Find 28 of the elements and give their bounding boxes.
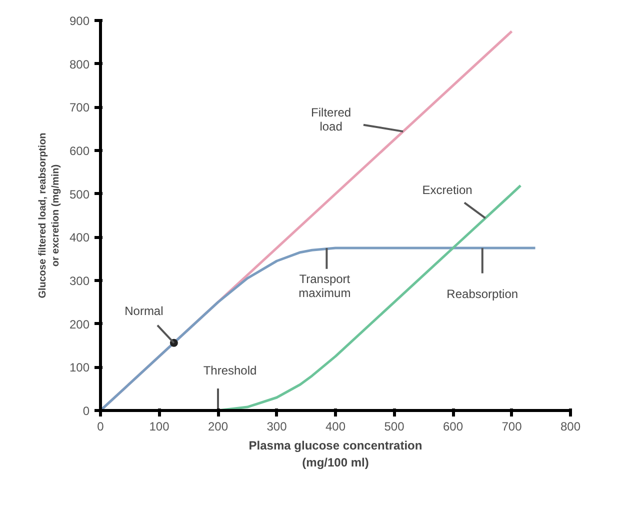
x-tick-label: 400 bbox=[325, 420, 346, 434]
annotation: Transport maximum bbox=[298, 272, 351, 300]
y-tick-label: 0 bbox=[82, 404, 90, 418]
y-tick-label: 600 bbox=[69, 144, 90, 158]
x-axis-title: Plasma glucose concentration (mg/100 ml) bbox=[248, 438, 422, 470]
y-tick-label: 200 bbox=[69, 317, 90, 332]
x-tick-label: 0 bbox=[97, 420, 104, 434]
y-tick-label: 300 bbox=[69, 274, 90, 288]
y-tick-label: 100 bbox=[69, 360, 90, 375]
annotation: Reabsorption bbox=[446, 287, 518, 301]
y-tick-label: 900 bbox=[69, 14, 90, 28]
x-tick-label: 700 bbox=[502, 420, 522, 434]
x-tick-label: 600 bbox=[442, 420, 464, 434]
annotation: Normal bbox=[124, 304, 164, 318]
x-tick-label: 800 bbox=[560, 420, 581, 434]
x-tick-label: 100 bbox=[149, 420, 170, 434]
x-tick-label: 300 bbox=[266, 420, 288, 434]
y-tick-label: 800 bbox=[69, 57, 90, 72]
y-tick-label: 400 bbox=[69, 230, 90, 245]
annotation: Threshold bbox=[203, 364, 257, 378]
y-tick-label: 500 bbox=[69, 187, 90, 202]
y-tick-label: 700 bbox=[69, 100, 90, 115]
line-series bbox=[100, 246, 536, 410]
annotation: Filtered load bbox=[311, 105, 352, 134]
x-tick-label: 200 bbox=[208, 420, 228, 434]
annotation: Excretion bbox=[422, 183, 472, 198]
y-axis-title: Glucose filtered load, reabsorption or excretion (mg/min) bbox=[37, 132, 62, 298]
x-tick-label: 500 bbox=[384, 420, 405, 434]
